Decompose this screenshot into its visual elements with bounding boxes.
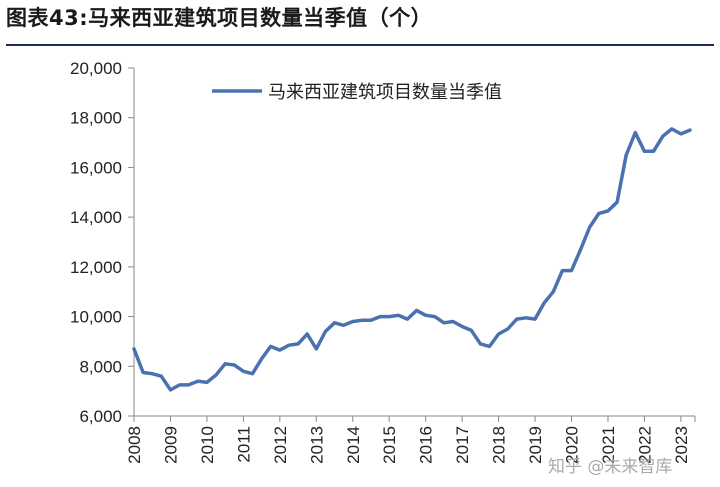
data-point — [470, 329, 473, 332]
x-tick-label: 2022 — [635, 426, 654, 464]
data-point — [689, 129, 692, 132]
data-point — [315, 347, 318, 350]
data-point — [397, 314, 400, 317]
data-point — [652, 150, 655, 153]
data-point — [534, 318, 537, 321]
x-tick-label: 2017 — [453, 426, 472, 464]
data-point — [342, 324, 345, 327]
data-point — [625, 154, 628, 157]
data-point — [497, 333, 500, 336]
data-point — [616, 201, 619, 204]
x-tick-label: 2014 — [344, 426, 363, 464]
y-tick-label: 6,000 — [79, 407, 122, 426]
series-layer — [132, 127, 692, 392]
legend: 马来西亚建筑项目数量当季值 — [212, 82, 502, 103]
x-tick-label: 2021 — [599, 426, 618, 464]
data-point — [370, 319, 373, 322]
data-point — [306, 333, 309, 336]
data-point — [588, 226, 591, 229]
data-point — [643, 150, 646, 153]
data-point — [297, 342, 300, 345]
data-point — [415, 309, 418, 312]
x-tick-label: 2019 — [526, 426, 545, 464]
data-point — [233, 364, 236, 367]
data-point — [442, 321, 445, 324]
y-tick-label: 14,000 — [70, 208, 122, 227]
data-point — [452, 320, 455, 323]
x-tick-label: 2010 — [198, 426, 217, 464]
data-point — [351, 320, 354, 323]
data-point — [543, 301, 546, 304]
x-tick-label: 2008 — [125, 426, 144, 464]
data-point — [461, 325, 464, 328]
data-point — [288, 344, 291, 347]
data-point — [178, 383, 181, 386]
data-point — [278, 349, 281, 352]
x-tick-label: 2016 — [417, 426, 436, 464]
x-tick-label: 2011 — [234, 426, 253, 463]
title-divider — [6, 44, 714, 46]
data-point — [515, 318, 518, 321]
y-tick-label: 8,000 — [79, 357, 122, 376]
data-point — [506, 328, 509, 331]
data-point — [424, 314, 427, 317]
data-point — [242, 370, 245, 373]
data-point — [142, 371, 145, 374]
data-point — [196, 380, 199, 383]
data-point — [406, 318, 409, 321]
x-tick-label: 2009 — [161, 426, 180, 464]
data-point — [260, 357, 263, 360]
data-point — [679, 132, 682, 135]
y-tick-label: 18,000 — [70, 109, 122, 128]
data-point — [205, 381, 208, 384]
y-tick-label: 10,000 — [70, 308, 122, 327]
data-point — [634, 131, 637, 134]
x-axis: 2008 2009 2010 2011 2012 2013 2014 2015 2016 2017… — [125, 415, 696, 464]
data-point — [433, 315, 436, 318]
data-point — [251, 372, 254, 375]
data-point — [524, 316, 527, 319]
chart-title: 图表43:马来西亚建筑项目数量当季值（个） — [6, 6, 433, 30]
data-point — [360, 319, 363, 322]
x-tick-label: 2023 — [672, 426, 691, 464]
data-point — [133, 347, 136, 350]
data-point — [488, 345, 491, 348]
data-point — [224, 362, 227, 365]
data-point — [579, 248, 582, 251]
y-tick-label: 20,000 — [70, 59, 122, 78]
data-point — [479, 342, 482, 345]
x-tick-label: 2015 — [380, 426, 399, 464]
data-point — [379, 315, 382, 318]
data-point — [607, 209, 610, 212]
data-point — [269, 345, 272, 348]
data-point — [388, 315, 391, 318]
x-tick-label: 2012 — [271, 426, 290, 464]
watermark: 知乎 @未来智库 — [548, 457, 672, 477]
data-point — [597, 212, 600, 215]
y-tick-label: 12,000 — [70, 258, 122, 277]
series-line — [132, 127, 692, 392]
x-tick-label: 2013 — [307, 426, 326, 464]
data-point — [570, 269, 573, 272]
y-axis: 6,000 8,000 10,000 12,000 14,000 16,000 18,000… — [70, 59, 135, 426]
data-point — [324, 330, 327, 333]
data-point — [333, 321, 336, 324]
data-point — [160, 375, 163, 378]
data-point — [670, 127, 673, 130]
x-tick-label: 2018 — [490, 426, 509, 464]
data-point — [215, 374, 218, 377]
legend-label: 马来西亚建筑项目数量当季值 — [268, 82, 502, 103]
data-point — [169, 388, 172, 391]
y-tick-label: 16,000 — [70, 158, 122, 177]
data-point — [187, 383, 190, 386]
x-tick-label: 2020 — [563, 426, 582, 464]
data-point — [561, 269, 564, 272]
data-point — [552, 290, 555, 293]
data-point — [151, 372, 154, 375]
data-point — [661, 135, 664, 138]
